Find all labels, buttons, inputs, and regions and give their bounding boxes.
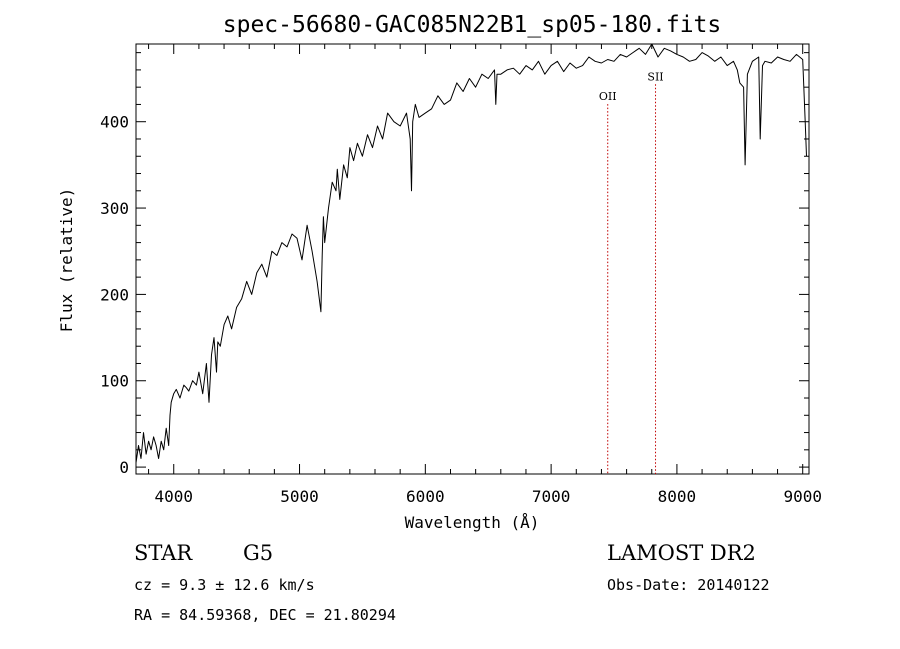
x-tick-label: 6000 xyxy=(406,487,445,506)
x-tick-label: 7000 xyxy=(532,487,571,506)
y-tick-label: 400 xyxy=(100,113,129,132)
axis-ticks xyxy=(136,44,809,474)
y-tick-label: 300 xyxy=(100,199,129,218)
x-tick-label: 8000 xyxy=(658,487,697,506)
chart-title: spec-56680-GAC085N22B1_sp05-180.fits xyxy=(223,12,722,38)
y-tick-label: 100 xyxy=(100,372,129,391)
y-tick-label: 200 xyxy=(100,285,129,304)
spectrum-line xyxy=(135,43,807,463)
y-tick-label: 0 xyxy=(119,458,129,477)
object-subclass: G5 xyxy=(243,541,273,565)
redshift-cz: cz = 9.3 ± 12.6 km/s xyxy=(134,576,315,594)
x-tick-label: 9000 xyxy=(783,487,822,506)
observation-date: Obs-Date: 20140122 xyxy=(607,576,770,594)
x-axis-label: Wavelength (Å) xyxy=(405,513,540,532)
y-axis-label: Flux (relative) xyxy=(57,188,76,333)
line-label-oii: OII xyxy=(599,90,617,103)
series-group xyxy=(135,43,807,463)
object-class: STAR xyxy=(134,541,193,565)
x-tick-label: 4000 xyxy=(154,487,193,506)
survey-name: LAMOST DR2 xyxy=(607,541,756,565)
coordinates: RA = 84.59368, DEC = 21.80294 xyxy=(134,606,396,624)
x-tick-label: 5000 xyxy=(280,487,319,506)
plot-border xyxy=(135,43,810,475)
line-markers: OII SII xyxy=(599,70,664,474)
axis-tick-labels: 4000 5000 6000 7000 8000 9000 0 100 200 300 400 xyxy=(100,113,822,506)
line-label-sii: SII xyxy=(647,70,663,83)
plot-frame xyxy=(135,43,810,475)
